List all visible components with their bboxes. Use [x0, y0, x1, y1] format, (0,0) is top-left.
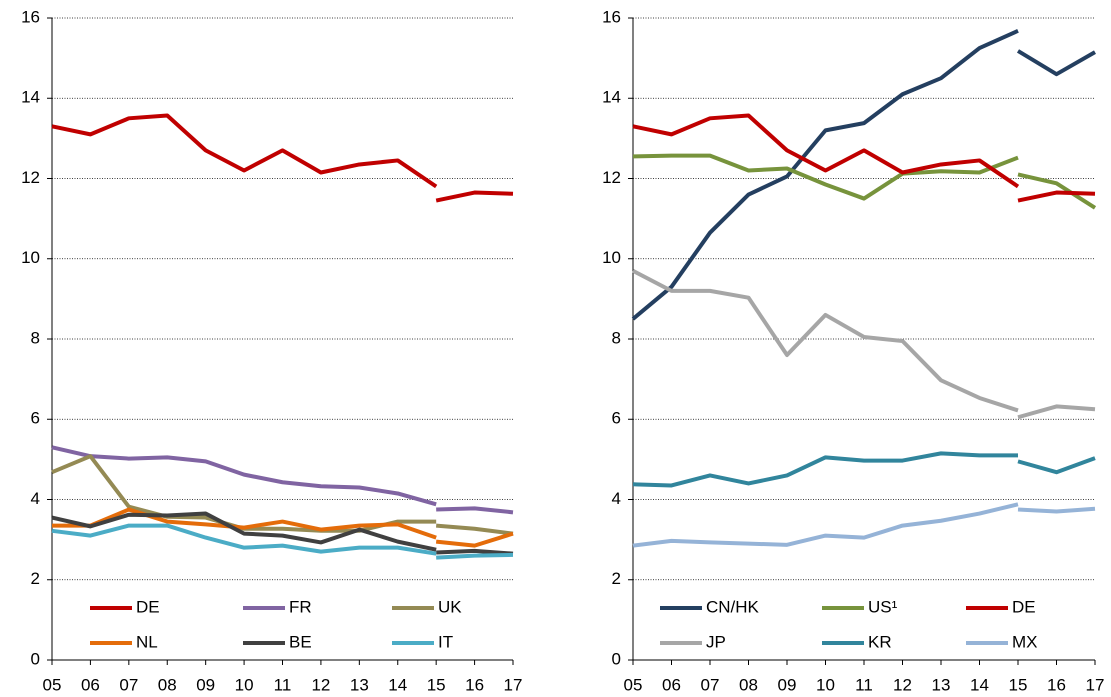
series-line — [632, 113, 1096, 203]
x-tick-label: 12 — [893, 675, 912, 694]
x-tick-label: 06 — [662, 675, 681, 694]
x-tick-label: 15 — [1009, 675, 1028, 694]
x-tick-label: 08 — [739, 675, 758, 694]
legend-label: KR — [868, 632, 892, 651]
x-tick-label: 10 — [816, 675, 835, 694]
series-line — [51, 523, 514, 560]
y-tick-label: 0 — [31, 649, 40, 668]
y-tick-label: 10 — [602, 248, 621, 267]
y-tick-label: 8 — [612, 328, 621, 347]
x-tick-label: 08 — [158, 675, 177, 694]
x-tick-label: 14 — [970, 675, 989, 694]
legend-label: BE — [289, 632, 312, 651]
series-line — [52, 507, 514, 548]
x-tick-label: 09 — [196, 675, 215, 694]
x-tick-label: 14 — [388, 675, 407, 694]
x-tick-label: 11 — [274, 675, 292, 694]
y-tick-label: 2 — [31, 569, 40, 588]
series-line — [51, 445, 514, 515]
series-line — [51, 511, 514, 556]
x-tick-label: 11 — [855, 675, 873, 694]
y-tick-label: 10 — [21, 248, 40, 267]
series-line — [631, 29, 1096, 321]
y-tick-label: 2 — [612, 569, 621, 588]
legend-label: JP — [706, 632, 726, 651]
legend-label: CN/HK — [706, 597, 760, 616]
y-tick-label: 0 — [612, 649, 621, 668]
y-tick-label: 8 — [31, 328, 40, 347]
series-line — [632, 269, 1096, 420]
x-tick-label: 05 — [43, 675, 62, 694]
series-line — [632, 153, 1097, 210]
y-tick-label: 16 — [21, 7, 40, 26]
x-tick-label: 17 — [504, 675, 523, 694]
legend-label: FR — [289, 597, 312, 616]
y-tick-label: 4 — [31, 489, 40, 508]
y-tick-label: 6 — [31, 409, 40, 428]
y-tick-label: 14 — [602, 88, 621, 107]
y-tick-label: 12 — [21, 168, 40, 187]
x-tick-label: 17 — [1086, 675, 1105, 694]
x-tick-label: 15 — [427, 675, 446, 694]
y-tick-label: 4 — [612, 489, 621, 508]
y-tick-label: 14 — [21, 88, 40, 107]
legend-label: UK — [438, 597, 462, 616]
x-tick-label: 09 — [778, 675, 797, 694]
x-tick-label: 16 — [465, 675, 484, 694]
x-tick-label: 13 — [932, 675, 951, 694]
y-tick-label: 6 — [612, 409, 621, 428]
x-tick-label: 05 — [624, 675, 643, 694]
legend-label: IT — [438, 632, 453, 651]
y-tick-label: 16 — [602, 7, 621, 26]
series-line — [51, 113, 514, 203]
x-tick-label: 13 — [350, 675, 369, 694]
x-tick-label: 06 — [81, 675, 100, 694]
legend-label: US¹ — [868, 597, 898, 616]
x-tick-label: 12 — [311, 675, 330, 694]
x-tick-label: 07 — [119, 675, 138, 694]
x-tick-label: 16 — [1047, 675, 1066, 694]
series-line — [632, 451, 1096, 488]
legend-label: DE — [136, 597, 160, 616]
x-tick-label: 10 — [235, 675, 254, 694]
legend-label: DE — [1012, 597, 1036, 616]
legend-label: MX — [1012, 632, 1038, 651]
y-tick-label: 12 — [602, 168, 621, 187]
series-line — [632, 502, 1096, 548]
x-tick-label: 07 — [701, 675, 720, 694]
legend-label: NL — [136, 632, 158, 651]
